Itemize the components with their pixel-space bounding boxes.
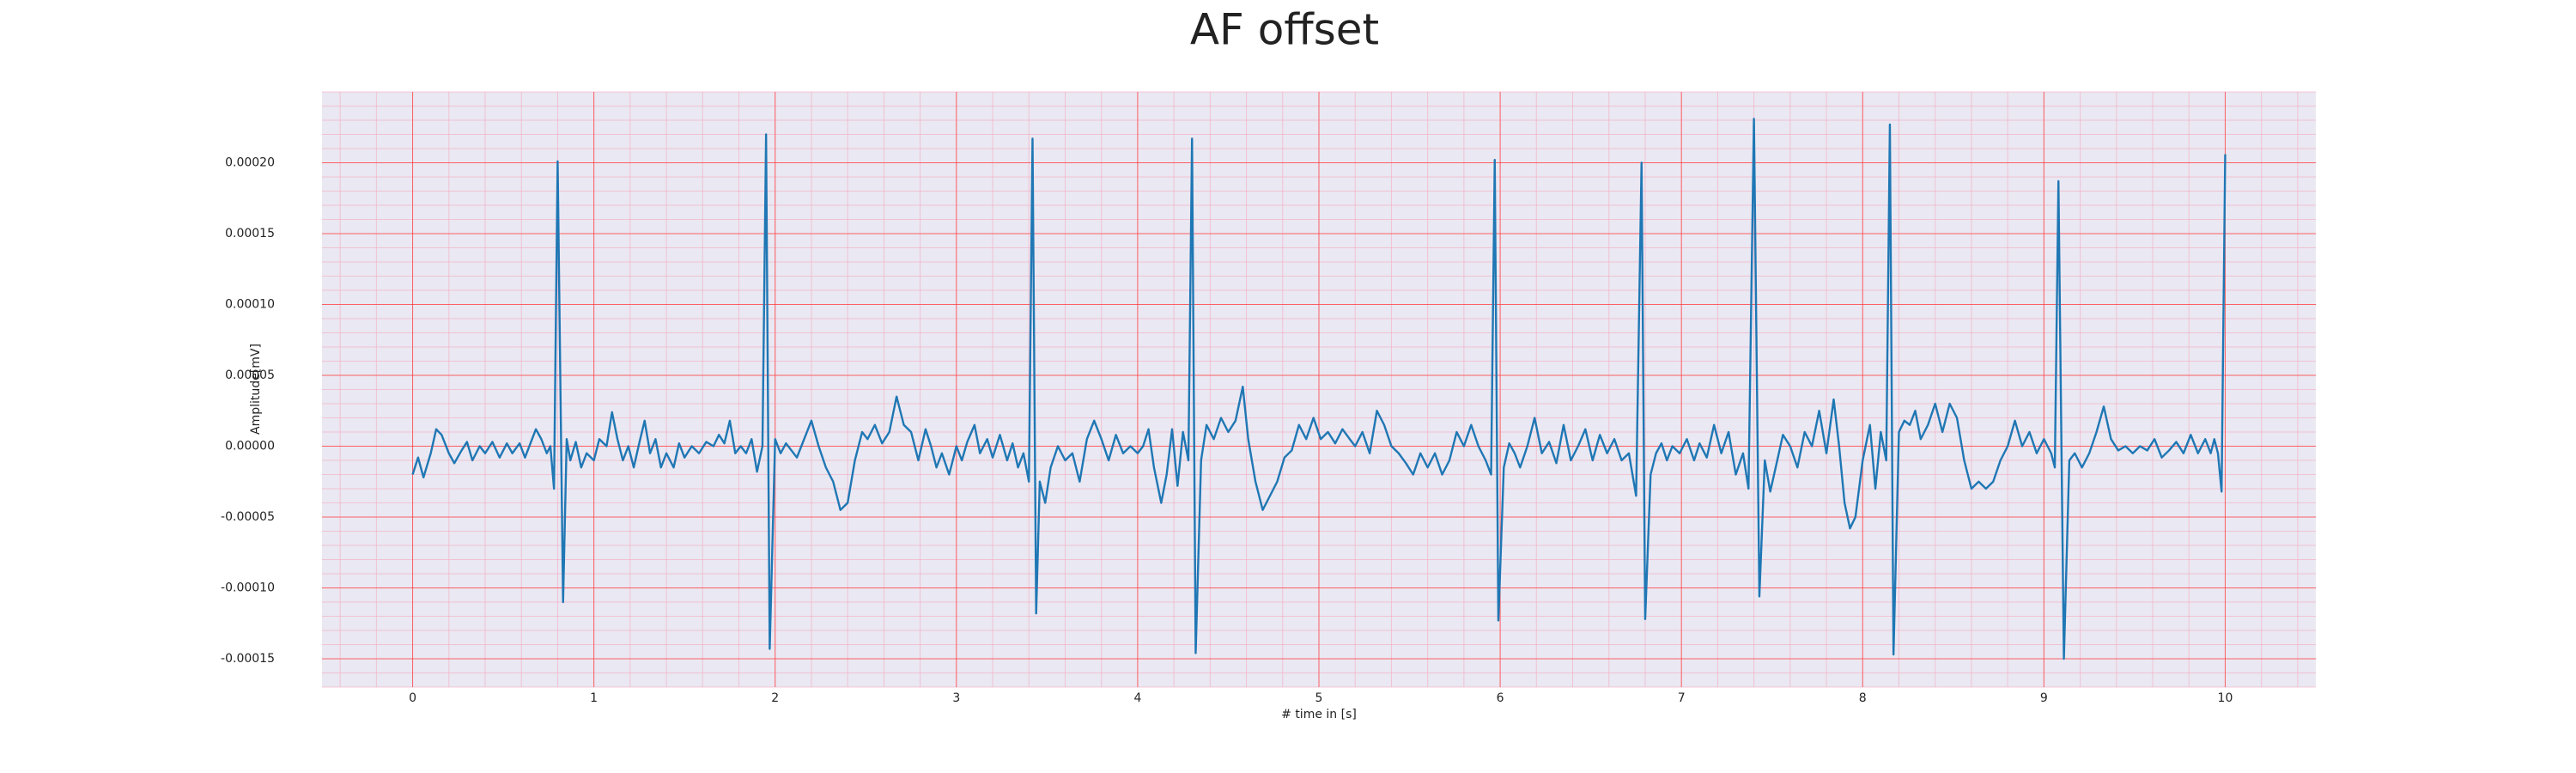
y-tick-label: 0.00020 [225, 156, 275, 170]
x-tick-label: 2 [771, 691, 779, 705]
y-tick-label: 0.00000 [225, 440, 275, 453]
x-tick-label: 7 [1678, 691, 1686, 705]
y-tick-label: 0.00005 [225, 368, 275, 382]
y-tick-label: 0.00010 [225, 298, 275, 312]
y-tick-label: 0.00015 [225, 227, 275, 240]
chart-title: AF offset [1190, 5, 1379, 55]
x-tick-label: 10 [2218, 691, 2233, 705]
x-tick-label: 0 [409, 691, 416, 705]
x-tick-label: 4 [1133, 691, 1141, 705]
signal-line [411, 118, 2227, 660]
y-tick-label: -0.00005 [221, 510, 275, 524]
y-tick-label: -0.00015 [221, 652, 275, 666]
x-tick-label: 8 [1859, 691, 1867, 705]
x-axis-label: # time in [s] [1281, 708, 1357, 721]
x-tick-label: 3 [952, 691, 960, 705]
x-tick-label: 6 [1497, 691, 1504, 705]
x-tick-label: 9 [2040, 691, 2048, 705]
y-tick-label: -0.00010 [221, 581, 275, 595]
x-tick-label: 5 [1315, 691, 1323, 705]
x-tick-label: 1 [590, 691, 598, 705]
y-axis-label: Amplitude[mV] [249, 344, 263, 435]
